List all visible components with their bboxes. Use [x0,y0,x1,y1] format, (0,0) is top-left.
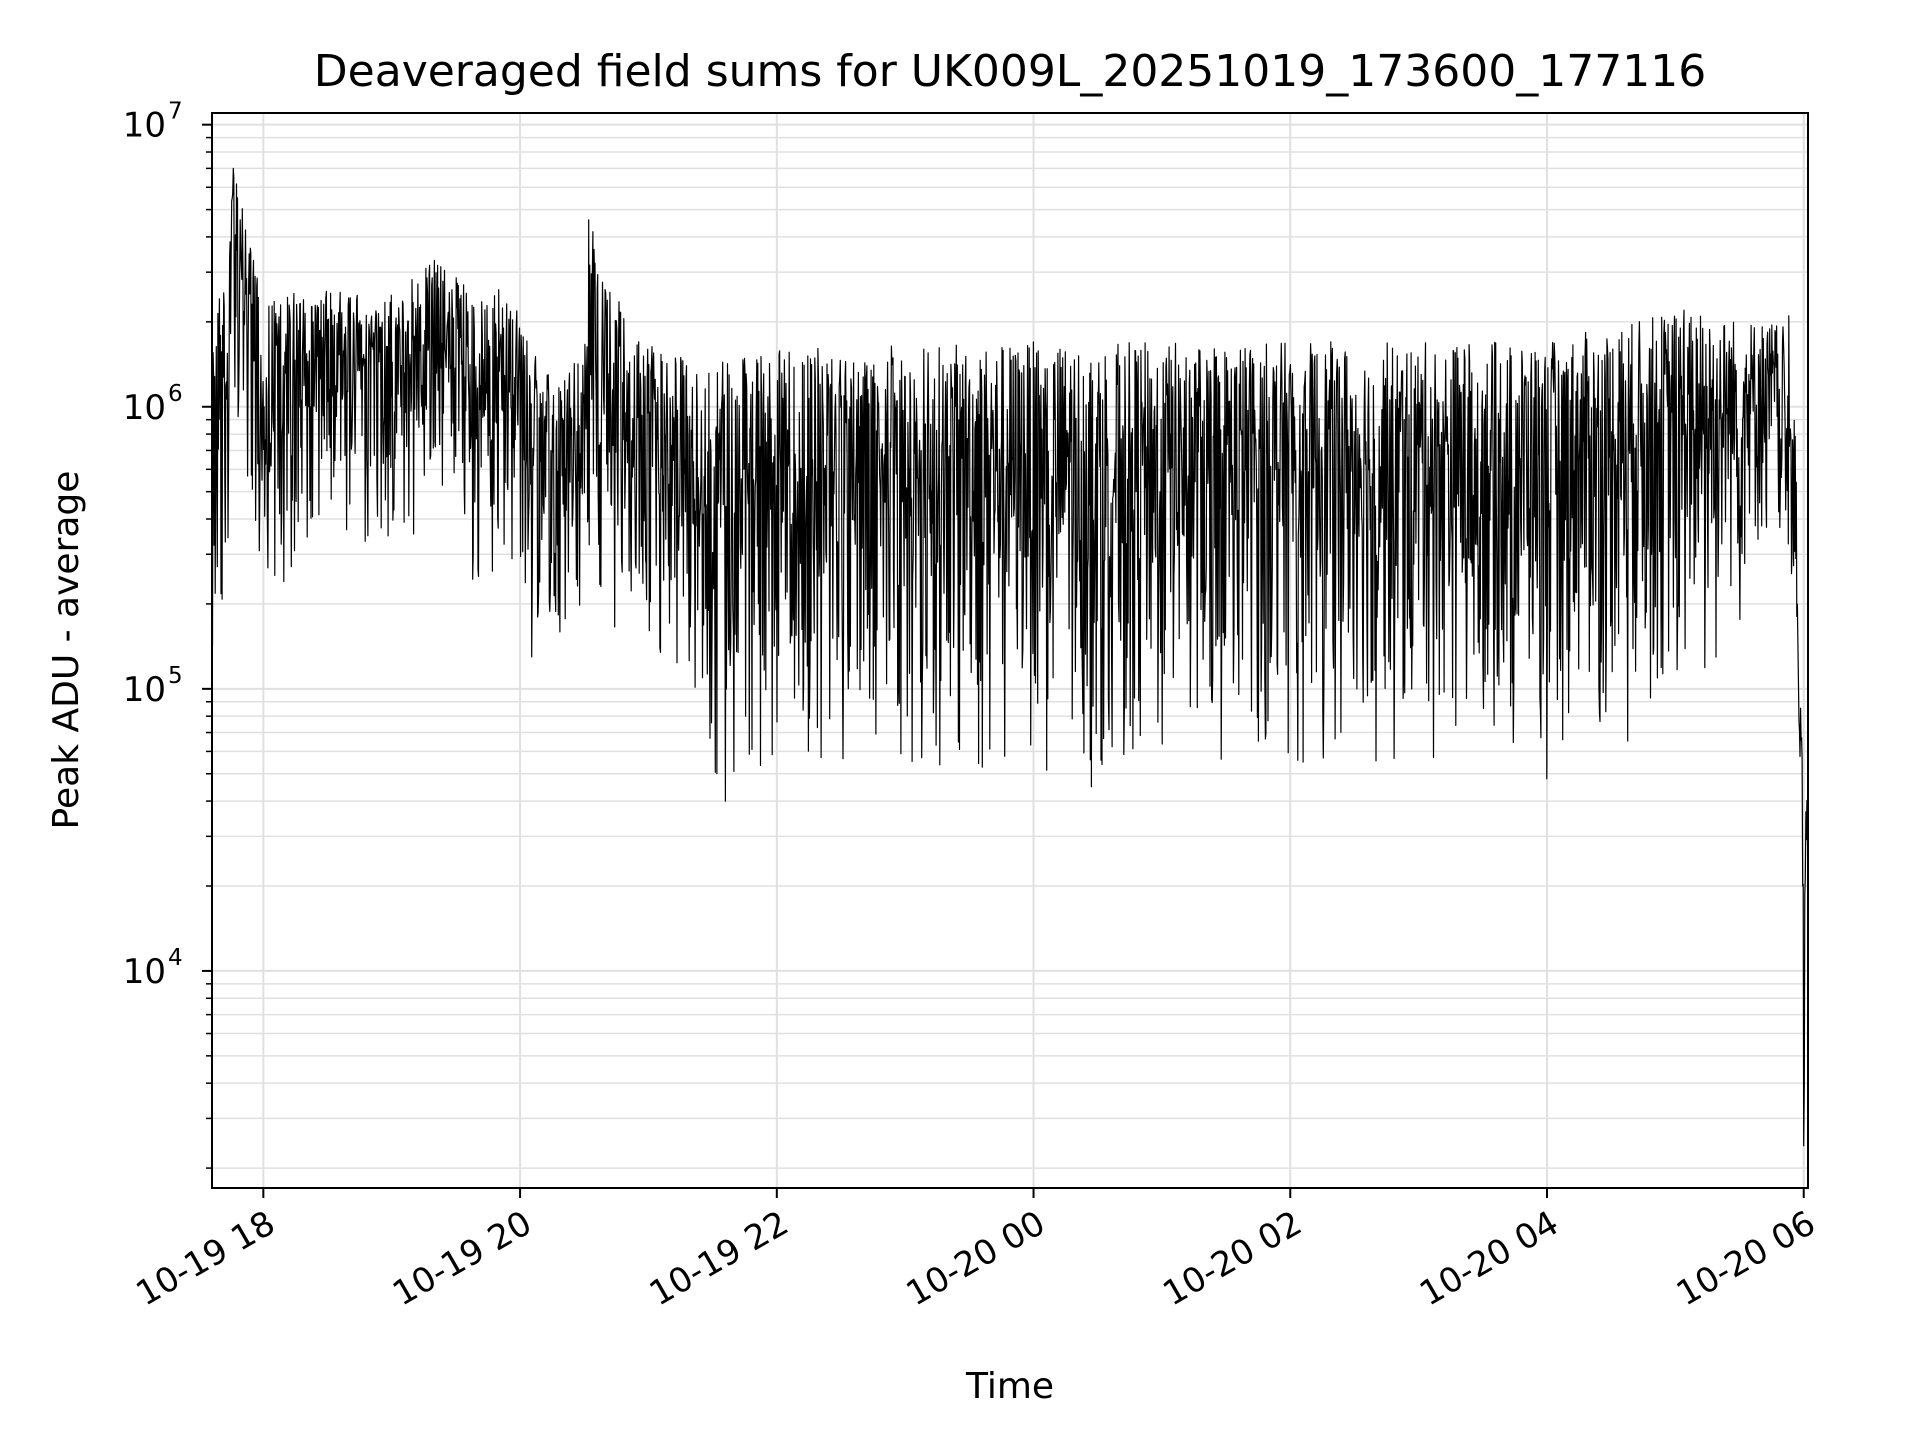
plot-frame [211,112,1809,1189]
y-tick-label: 10 [123,670,166,710]
y-axis-title: Peak ADU - average [46,471,87,830]
series-area [212,167,1808,1147]
y-tick-label: 10 [123,106,166,146]
y-tick-label: 10 [123,952,166,992]
y-tick-exponent: 7 [168,99,183,125]
chart-title: Deaveraged field sums for UK009L_2025101… [314,46,1706,97]
y-tick-exponent: 4 [168,945,183,971]
y-tick-exponent: 6 [168,381,183,407]
series-line [212,167,1808,1147]
x-axis-title: Time [965,1366,1054,1407]
y-tick-label: 10 [123,388,166,428]
y-tick-exponent: 5 [168,663,183,689]
